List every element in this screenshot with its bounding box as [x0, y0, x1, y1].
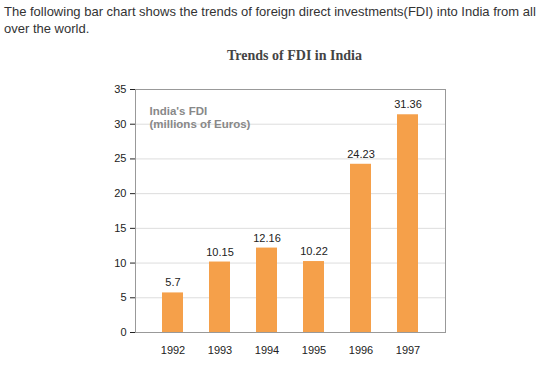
svg-text:12.16: 12.16 — [253, 232, 281, 244]
svg-text:1996: 1996 — [349, 344, 373, 356]
svg-text:25: 25 — [114, 152, 126, 164]
svg-text:10: 10 — [114, 257, 126, 269]
svg-text:5.7: 5.7 — [165, 276, 180, 288]
html-text:The following bar chart shows: The following bar chart shows the trends… — [4, 4, 536, 36]
svg-text:10.15: 10.15 — [206, 246, 234, 258]
svg-text:24.23: 24.23 — [347, 148, 375, 160]
svg-text:20: 20 — [114, 187, 126, 199]
html-text:Trends of FDI in India: Trends of FDI in India — [227, 48, 362, 63]
svg-text:1997: 1997 — [396, 344, 420, 356]
svg-text:India's FDI(millions of Euros): India's FDI(millions of Euros) — [150, 105, 251, 130]
svg-text:1993: 1993 — [208, 344, 232, 356]
svg-text:31.36: 31.36 — [394, 98, 422, 110]
svg-text:1995: 1995 — [302, 344, 326, 356]
svg-text:10.22: 10.22 — [300, 245, 328, 257]
svg-text:1992: 1992 — [161, 344, 185, 356]
svg-text:30: 30 — [114, 118, 126, 130]
svg-text:1994: 1994 — [255, 344, 279, 356]
svg-text:5: 5 — [120, 291, 126, 303]
svg-text:0: 0 — [120, 326, 126, 338]
svg-text:15: 15 — [114, 222, 126, 234]
svg-text:35: 35 — [114, 83, 126, 95]
